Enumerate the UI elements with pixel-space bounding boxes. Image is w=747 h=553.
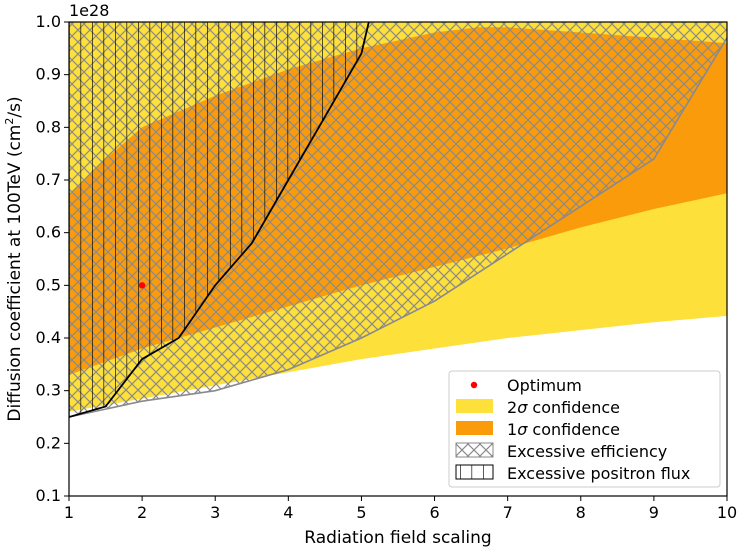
x-tick-label: 5 (356, 503, 366, 522)
legend-one-sigma-num: 1 (507, 420, 517, 439)
legend-one-sigma-patch (456, 421, 493, 435)
x-axis-title: Radiation field scaling (304, 528, 491, 548)
y-axis-title-tail: /s) (5, 96, 25, 117)
plot-frame (68, 21, 728, 497)
legend-positron-patch (455, 464, 494, 480)
y-tick-label: 0.1 (36, 486, 61, 505)
legend-two-sigma-tail: confidence (527, 398, 620, 417)
y-axis-title: Diffusion coefficient at 100TeV (cm2/s) (3, 96, 25, 421)
legend-one-sigma-tail: confidence (527, 420, 620, 439)
legend-box (448, 370, 721, 488)
y-axis-ticks: 0.1 0.2 0.3 0.4 0.5 0.6 0.7 0.8 0.9 1.0 (36, 12, 69, 505)
x-tick-label: 8 (576, 503, 586, 522)
excessive-positron-region (69, 22, 369, 417)
x-tick-label: 1 (64, 503, 74, 522)
y-tick-label: 1.0 (36, 12, 61, 31)
legend-efficiency-patch (455, 442, 494, 458)
y-tick-label: 0.7 (36, 170, 61, 189)
y-axis-title-sup: 2 (3, 118, 16, 125)
y-offset-label: 1e28 (69, 1, 109, 20)
legend-one-sigma-sym: σ (517, 420, 528, 439)
x-tick-label: 9 (649, 503, 659, 522)
x-tick-label: 6 (429, 503, 439, 522)
x-tick-label: 10 (717, 503, 737, 522)
legend-two-sigma-patch (456, 399, 493, 413)
excessive-efficiency-boundary (69, 37, 727, 418)
legend-two-sigma-sym: σ (517, 398, 528, 417)
x-tick-label: 4 (283, 503, 293, 522)
y-tick-label: 0.2 (36, 433, 61, 452)
x-tick-label: 7 (503, 503, 513, 522)
x-axis-ticks: 1 2 3 4 5 6 7 8 9 10 (64, 496, 737, 522)
legend: Optimum 2σ confidence 1σ confidence Exce… (448, 370, 721, 488)
y-tick-label: 0.5 (36, 275, 61, 294)
y-tick-label: 0.3 (36, 381, 61, 400)
x-tick-label: 2 (137, 503, 147, 522)
legend-optimum-label: Optimum (507, 376, 582, 395)
legend-two-sigma-num: 2 (507, 398, 517, 417)
y-tick-label: 0.4 (36, 328, 61, 347)
legend-one-sigma-label: 1σ confidence (507, 420, 620, 439)
legend-optimum-marker (470, 381, 478, 389)
legend-positron-label: Excessive positron flux (507, 464, 690, 483)
excessive-positron-boundary (69, 22, 370, 418)
y-tick-label: 0.8 (36, 117, 61, 136)
optimum-point (138, 282, 146, 289)
legend-efficiency-label: Excessive efficiency (507, 442, 667, 461)
legend-two-sigma-label: 2σ confidence (507, 398, 620, 417)
x-tick-label: 3 (210, 503, 220, 522)
y-tick-label: 0.6 (36, 223, 61, 242)
y-axis-title-main: Diffusion coefficient at 100TeV (cm (5, 125, 25, 422)
y-tick-label: 0.9 (36, 65, 61, 84)
